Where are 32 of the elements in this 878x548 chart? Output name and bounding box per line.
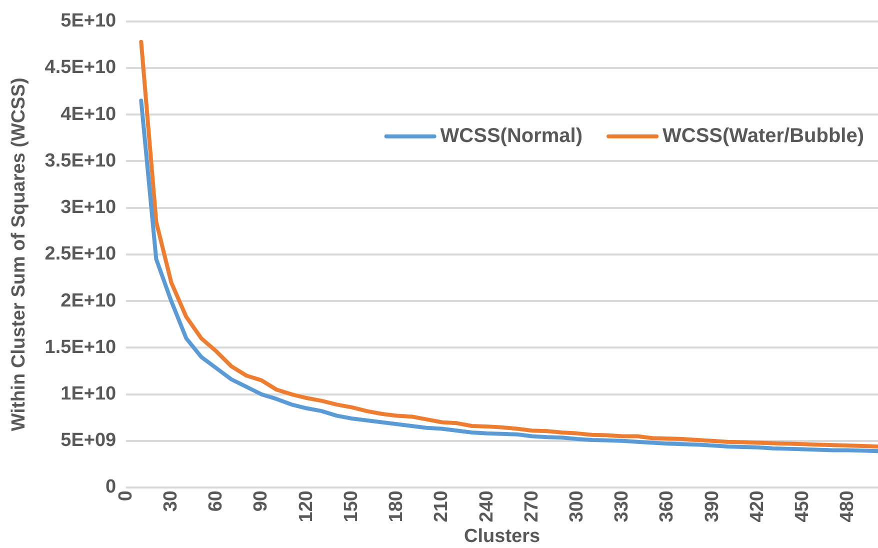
x-tick-label: 300: [566, 490, 588, 522]
y-axis-title: Within Cluster Sum of Squares (WCSS): [8, 78, 30, 432]
x-tick-label: 330: [612, 490, 633, 522]
x-axis-title: Clusters: [464, 526, 540, 547]
x-tick-label: 150: [340, 490, 362, 522]
y-tick-label: 4.5E+10: [44, 57, 116, 78]
x-tick-label: 90: [250, 490, 272, 512]
x-tick-label: 270: [521, 490, 542, 522]
x-tick-label: 120: [296, 490, 317, 522]
y-tick-label: 0: [106, 476, 116, 498]
y-tick-label: 5E+10: [60, 10, 116, 32]
x-tick-label: 0: [115, 490, 136, 502]
legend-label: WCSS(Normal): [440, 124, 583, 147]
y-tick-label: 3E+10: [60, 197, 116, 218]
x-tick-label: 240: [476, 490, 498, 522]
y-tick-label: 2E+10: [60, 290, 116, 312]
x-tick-label: 60: [206, 490, 227, 512]
x-tick-label: 390: [702, 490, 723, 522]
x-tick-label: 420: [746, 490, 768, 522]
x-tick-label: 360: [656, 490, 678, 522]
y-tick-label: 2.5E+10: [44, 244, 116, 265]
x-tick-label: 480: [837, 490, 858, 522]
legend-label: WCSS(Water/Bubble): [662, 124, 864, 147]
y-tick-label: 1.5E+10: [44, 336, 116, 358]
y-tick-label: 1E+10: [60, 384, 116, 405]
y-tick-label: 5E+09: [60, 430, 116, 452]
y-tick-label: 4E+10: [60, 104, 116, 125]
x-tick-label: 180: [386, 490, 408, 522]
x-tick-label: 210: [431, 490, 452, 522]
y-tick-label: 3.5E+10: [44, 150, 116, 172]
x-tick-label: 30: [160, 490, 182, 512]
x-tick-label: 450: [792, 490, 814, 522]
